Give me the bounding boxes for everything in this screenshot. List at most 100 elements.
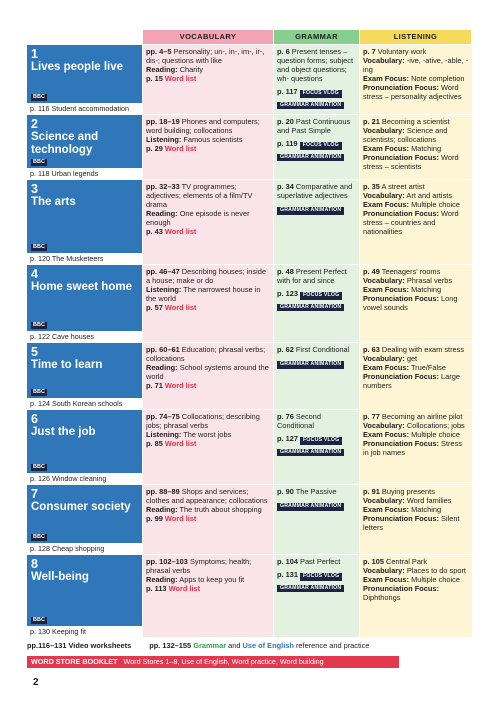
page-ref: p. 105 bbox=[363, 557, 384, 566]
skill-line: Pronunciation Focus: Stress in job names bbox=[363, 439, 469, 457]
listening-cell: p. 7 Voluntary work Vocabulary: -ive, -at… bbox=[360, 45, 472, 114]
vocabulary-topic: pp. 18–19 Phones and computers; word bui… bbox=[146, 117, 270, 135]
skill-text: Apps to keep you fit bbox=[179, 575, 245, 585]
skill-label: Exam Focus: bbox=[363, 575, 410, 585]
unit-number: 6 bbox=[31, 412, 38, 426]
word-store-title: WORD STORE BOOKLET bbox=[31, 657, 118, 666]
page-ref: p. 15 bbox=[146, 74, 163, 84]
skill-text: Multiple choice bbox=[411, 430, 460, 440]
word-list-link: Word list bbox=[164, 227, 197, 237]
bbc-icon: BBC bbox=[31, 244, 47, 251]
page-ref: p. 113 bbox=[146, 584, 167, 594]
video-link: p. 130 Keeping fit bbox=[27, 626, 142, 637]
skill-label: Pronunciation Focus: bbox=[363, 584, 439, 594]
animation-line: GRAMMAR ANIMATION bbox=[277, 99, 356, 110]
skill-line: Vocabulary: -ive, -ative, -able, -ing bbox=[363, 56, 469, 74]
skill-line: Reading: Charity bbox=[146, 65, 270, 74]
skill-line: Vocabulary: Phrasal verbs bbox=[363, 276, 469, 285]
topic-text: A street artist bbox=[381, 182, 425, 191]
bbc-icon: BBC bbox=[31, 159, 47, 166]
unit-title: Lives people live bbox=[31, 61, 124, 73]
unit-title: The arts bbox=[31, 196, 76, 208]
topic-text: Comparative and superlative adjectives bbox=[277, 182, 353, 201]
page-ref: pp. 132–155 bbox=[149, 641, 192, 650]
unit-cell: 5 Time to learn BBC p. 124 South Korean sch… bbox=[27, 343, 142, 409]
unit-cell: 6 Just the job BBC p. 126 Window cleaning bbox=[27, 410, 142, 484]
grammar-animation-badge: GRAMMAR ANIMATION bbox=[277, 101, 345, 110]
animation-line: GRAMMAR ANIMATION bbox=[277, 500, 356, 511]
listening-topic: p. 91 Buying presents bbox=[363, 487, 469, 496]
unit-cell: 3 The arts BBC p. 120 The Musketeers bbox=[27, 180, 142, 264]
unit-number: 7 bbox=[31, 487, 38, 501]
vlog-line: p. 123 FOCUS VLOG bbox=[277, 289, 356, 300]
skill-label: Exam Focus: bbox=[363, 74, 410, 84]
skill-label: Exam Focus: bbox=[363, 200, 410, 210]
skill-text: One episode is never enough bbox=[146, 209, 250, 228]
skill-label: Reading: bbox=[146, 363, 178, 373]
grammar-ref: Grammar bbox=[193, 641, 227, 650]
page-ref: pp. 74–75 bbox=[146, 412, 180, 421]
skill-text: True/False bbox=[410, 363, 446, 373]
skill-line: Exam Focus: Multiple choice bbox=[363, 430, 469, 439]
topic-text: The Passive bbox=[295, 487, 337, 496]
skill-line: Vocabulary: Word families bbox=[363, 496, 469, 505]
skill-line: Exam Focus: True/False bbox=[363, 363, 469, 372]
grammar-topic: p. 90 The Passive bbox=[277, 487, 356, 496]
page-ref: p. 6 bbox=[277, 47, 290, 56]
skill-text: Collocations; jobs bbox=[406, 421, 465, 431]
skill-line: Exam Focus: Matching bbox=[363, 505, 469, 514]
grammar-topic: p. 48 Present Perfect with for and since bbox=[277, 267, 356, 285]
animation-line: GRAMMAR ANIMATION bbox=[277, 204, 356, 215]
unit-number: 1 bbox=[31, 47, 38, 61]
skill-text: Charity bbox=[179, 65, 204, 75]
unit-cell: 1 Lives people live BBC p. 116 Student acco… bbox=[27, 45, 142, 114]
unit-cell: 8 Well-being BBC p. 130 Keeping fit bbox=[27, 555, 142, 637]
unit-title: Home sweet home bbox=[31, 281, 132, 293]
page-ref: p. 99 bbox=[146, 514, 163, 524]
unit-title: Science and technology bbox=[31, 131, 99, 156]
footer-references: pp.116–131 Video worksheets pp. 132–155 G… bbox=[27, 641, 477, 651]
unit-title: Consumer society bbox=[31, 501, 131, 513]
topic-text: Buying presents bbox=[381, 487, 435, 496]
page-ref: p. 48 bbox=[277, 267, 294, 276]
topic-text: Past Continuous and Past Simple bbox=[277, 117, 351, 136]
grammar-cell: p. 90 The Passive GRAMMAR ANIMATION bbox=[274, 485, 359, 554]
vocabulary-topic: pp. 60–61 Education; phrasal verbs; coll… bbox=[146, 345, 270, 363]
word-list-line: p. 71 Word list bbox=[146, 381, 270, 390]
topic-text: Past Perfect bbox=[300, 557, 341, 566]
skill-text: Famous scientists bbox=[183, 135, 243, 145]
page-ref: p. 127 bbox=[277, 434, 298, 444]
skill-text: School systems around the world bbox=[146, 363, 269, 382]
skill-text: Note completion bbox=[411, 74, 465, 84]
skill-text: Word stress – personality adjectives bbox=[363, 83, 462, 102]
skill-label: Pronunciation Focus: bbox=[363, 439, 439, 449]
grammar-topic: p. 62 First Conditional bbox=[277, 345, 356, 354]
skill-label: Listening: bbox=[146, 135, 182, 145]
skill-text: Word families bbox=[406, 496, 452, 506]
skill-line: Reading: School systems around the world bbox=[146, 363, 270, 381]
word-list-line: p. 43 Word list bbox=[146, 227, 270, 236]
unit-heading: 4 Home sweet home bbox=[27, 265, 142, 297]
page-ref: pp. 88–89 bbox=[146, 487, 180, 496]
word-list-link: Word list bbox=[164, 439, 197, 449]
video-link: p. 128 Cheap shopping bbox=[27, 543, 142, 554]
grammar-cell: p. 104 Past Perfect p. 131 FOCUS VLOG GRAM… bbox=[274, 555, 359, 637]
skill-text: Stress in job names bbox=[363, 439, 462, 458]
skill-line: Listening: The narrowest house in the wo… bbox=[146, 285, 270, 303]
word-store-text: Word Stores 1–8, Use of English, Word pr… bbox=[123, 657, 324, 666]
vocabulary-topic: pp. 74–75 Collocations; describing jobs;… bbox=[146, 412, 270, 430]
skill-label: Vocabulary: bbox=[363, 276, 405, 286]
skill-text: Matching bbox=[411, 505, 442, 515]
word-list-link: Word list bbox=[164, 381, 197, 391]
vocabulary-cell: pp. 74–75 Collocations; describing jobs;… bbox=[143, 410, 273, 484]
skill-line: Pronunciation Focus: Silent letters bbox=[363, 514, 469, 532]
topic-text: Phones and computers; word building; col… bbox=[146, 117, 260, 136]
unit-heading: 5 Time to learn bbox=[27, 343, 142, 375]
skill-text: Silent letters bbox=[363, 514, 460, 533]
page-ref: p. 35 bbox=[363, 182, 380, 191]
grammar-topic: p. 76 Second Conditional bbox=[277, 412, 356, 430]
vocabulary-topic: pp. 32–33 TV programmes; adjectives; ele… bbox=[146, 182, 270, 209]
grammar-animation-badge: GRAMMAR ANIMATION bbox=[277, 361, 345, 369]
page-ref: pp. 32–33 bbox=[146, 182, 180, 191]
grammar-cell: p. 48 Present Perfect with for and since… bbox=[274, 265, 359, 342]
